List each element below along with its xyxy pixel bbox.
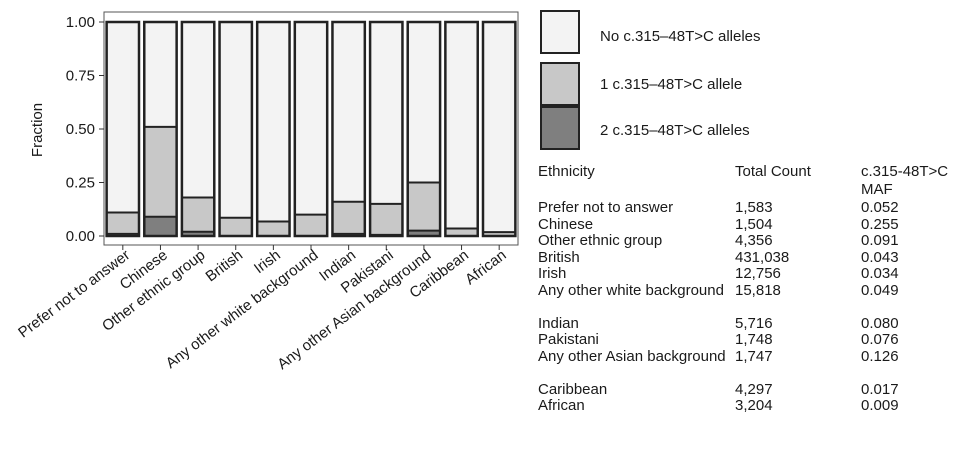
table-cell-maf: 0.080 bbox=[861, 314, 899, 332]
legend-label-two: 2 c.315–48T>C alleles bbox=[600, 122, 750, 139]
bar-outline-0 bbox=[105, 20, 141, 238]
table-cell-total-count: 3,204 bbox=[735, 397, 773, 414]
bar-segment-2-8 bbox=[407, 22, 441, 183]
legend-label-one: 1 c.315–48T>C allele bbox=[600, 76, 743, 93]
bar-segment-1-3 bbox=[219, 217, 252, 236]
bar-outline-10 bbox=[481, 20, 517, 238]
bar-outline-5 bbox=[293, 20, 329, 238]
bar-segment-0-8 bbox=[407, 230, 441, 236]
table-cell-ethnicity: Other ethnic group bbox=[538, 232, 663, 249]
bar-segment-1-4 bbox=[257, 221, 290, 236]
bar-segment-1-0 bbox=[106, 212, 140, 234]
table-header-ethnicity: Ethnicity bbox=[538, 163, 595, 180]
bar-segment-2-9 bbox=[445, 22, 478, 229]
bar-outline-4 bbox=[255, 20, 291, 238]
bar-outline-9 bbox=[444, 20, 479, 238]
bar-segment-1-2 bbox=[181, 197, 215, 232]
table-cell-maf: 0.043 bbox=[861, 248, 899, 266]
table-cell-ethnicity: Any other Asian background bbox=[538, 347, 726, 365]
table-cell-maf: 0.076 bbox=[861, 331, 899, 348]
bar-segment-2-3 bbox=[219, 22, 252, 218]
x-tick-label-3: British bbox=[203, 247, 247, 286]
bar-segment-2-0 bbox=[106, 22, 140, 213]
bars-group bbox=[105, 20, 517, 238]
bar-segment-2-6 bbox=[332, 22, 365, 202]
table-cell-maf: 0.017 bbox=[861, 380, 899, 398]
bar-outline-1 bbox=[143, 20, 178, 238]
table-column-total-count: 1,583 1,504 4,356 431,038 12,756 15,818 5,716 1… bbox=[735, 199, 845, 415]
table-cell-total-count: 431,038 bbox=[735, 248, 790, 266]
x-tick-label-10: African bbox=[462, 247, 510, 289]
table-cell-ethnicity: Indian bbox=[538, 314, 579, 332]
y-tick-label-3: 0.75 bbox=[66, 68, 95, 85]
bar-segment-1-7 bbox=[370, 203, 403, 235]
table-cell-total-count: 1,583 bbox=[735, 199, 773, 216]
table-cell-maf: 0.049 bbox=[861, 281, 899, 299]
table-cell-maf: 0.126 bbox=[861, 347, 899, 365]
y-axis: 0.00 0.25 0.50 0.75 1.00 bbox=[66, 14, 104, 245]
bar-segment-1-10 bbox=[482, 232, 516, 236]
table-cell-total-count: 15,818 bbox=[735, 281, 781, 299]
table-cell-total-count: 1,747 bbox=[735, 347, 773, 365]
y-tick-label-1: 0.25 bbox=[66, 175, 95, 192]
table-column-maf: 0.052 0.255 0.091 0.043 0.034 0.049 0.080 0.076… bbox=[861, 199, 971, 415]
table-cell-total-count: 1,748 bbox=[735, 331, 773, 348]
table-cell-ethnicity: Any other white background bbox=[538, 281, 724, 299]
bar-segment-1-5 bbox=[294, 214, 328, 236]
table-cell-maf: 0.034 bbox=[861, 265, 899, 282]
bar-segment-0-1 bbox=[144, 216, 177, 236]
legend-label-none: No c.315–48T>C alleles bbox=[600, 28, 761, 45]
bar-outline-7 bbox=[368, 20, 404, 238]
table-header-total-count: Total Count bbox=[735, 163, 811, 180]
table-cell-ethnicity: Chinese bbox=[538, 215, 594, 233]
bar-outline-8 bbox=[406, 20, 442, 238]
y-tick-label-0: 0.00 bbox=[66, 228, 95, 245]
bar-segment-0-2 bbox=[181, 231, 215, 236]
table-cell-maf: 0.255 bbox=[861, 215, 899, 233]
bar-segment-2-5 bbox=[294, 22, 328, 215]
y-tick-label-4: 1.00 bbox=[66, 14, 95, 31]
table-cell-ethnicity: Pakistani bbox=[538, 331, 599, 348]
table-cell-total-count: 4,356 bbox=[735, 232, 773, 249]
legend-swatch-two bbox=[540, 106, 580, 150]
table-cell-maf: 0.052 bbox=[861, 199, 899, 216]
table-cell-ethnicity: British bbox=[538, 248, 580, 266]
bar-segment-1-9 bbox=[445, 228, 478, 236]
y-axis-label: Fraction bbox=[29, 103, 46, 157]
table-cell-ethnicity: Caribbean bbox=[538, 380, 608, 398]
table-header-maf: c.315-48T>C MAF bbox=[861, 163, 949, 198]
table-cell-ethnicity: Prefer not to answer bbox=[538, 199, 674, 216]
table-column-ethnicity: Prefer not to answer Chinese Other ethnic … bbox=[538, 199, 728, 415]
bar-segment-2-7 bbox=[370, 22, 403, 204]
bar-segment-2-1 bbox=[144, 22, 177, 127]
table-cell-maf: 0.009 bbox=[861, 397, 899, 414]
table-cell-total-count: 4,297 bbox=[735, 380, 773, 398]
stacked-bar-chart: 0.00 0.25 0.50 0.75 1.00 Prefer not to answe… bbox=[15, 11, 519, 373]
y-tick-label-2: 0.50 bbox=[66, 121, 95, 138]
table-cell-total-count: 5,716 bbox=[735, 314, 773, 332]
table-cell-maf: 0.091 bbox=[861, 232, 899, 249]
bar-segment-2-4 bbox=[257, 22, 290, 222]
bar-outline-6 bbox=[331, 20, 367, 238]
table-cell-total-count: 1,504 bbox=[735, 215, 773, 233]
table-cell-ethnicity: African bbox=[538, 397, 585, 414]
bar-outline-3 bbox=[218, 20, 254, 238]
table-cell-total-count: 12,756 bbox=[735, 265, 781, 282]
bar-segment-1-6 bbox=[332, 201, 365, 234]
bar-segment-2-10 bbox=[482, 22, 516, 233]
bar-outline-2 bbox=[180, 20, 216, 238]
table-cell-ethnicity: Irish bbox=[538, 265, 567, 282]
bar-segment-1-8 bbox=[407, 182, 441, 231]
legend-swatch-one bbox=[540, 62, 580, 106]
bar-segment-2-2 bbox=[181, 22, 215, 198]
bar-segment-1-1 bbox=[144, 126, 177, 217]
legend-swatch-none bbox=[540, 10, 580, 54]
